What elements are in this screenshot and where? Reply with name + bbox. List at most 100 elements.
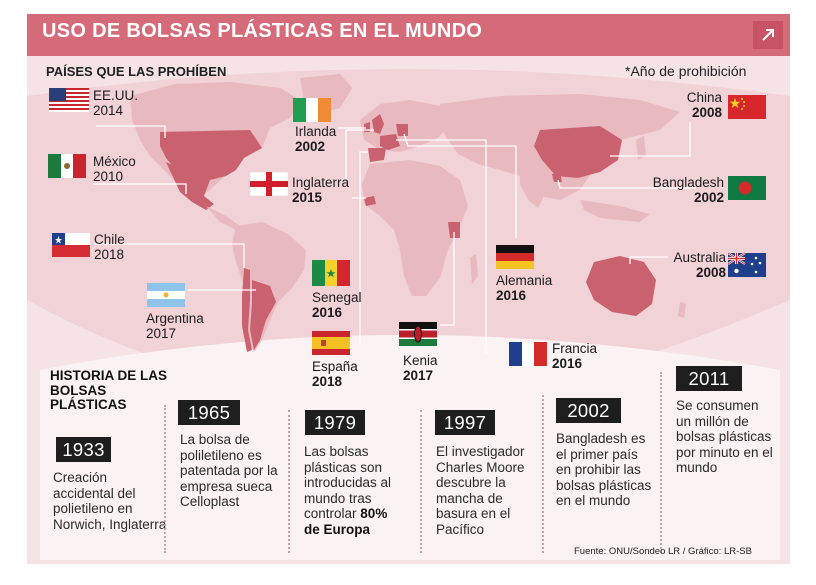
country-name: Senegal (312, 290, 362, 305)
timeline-divider (164, 405, 166, 553)
event-text: El investigador Charles Moore descubre l… (436, 444, 525, 537)
label-usa: EE.UU. 2014 (93, 88, 138, 118)
label-china: China 2008 (684, 90, 722, 120)
country-name: China (686, 90, 722, 105)
label-senegal: Senegal 2016 (312, 290, 362, 320)
country-year: 2002 (693, 190, 724, 205)
country-year: 2008 (695, 265, 726, 280)
country-year: 2016 (496, 288, 527, 303)
country-year: 2014 (93, 103, 124, 118)
timeline-divider (420, 410, 422, 553)
land-usa (160, 130, 262, 180)
event-text-main: Las bolsas plásticas son introducidas al… (304, 444, 392, 521)
land-senegal (364, 196, 376, 206)
year-badge: 1965 (178, 400, 240, 425)
australia-flag-icon (728, 253, 766, 277)
country-name: Argentina (146, 311, 204, 326)
land-uk (372, 114, 384, 134)
land-india (520, 168, 548, 208)
usa-flag-icon (49, 88, 89, 112)
land-mexico (166, 162, 214, 210)
year-badge: 1979 (305, 410, 365, 435)
label-england: Inglaterra 2015 (292, 175, 349, 205)
arrow-up-right-icon (762, 29, 774, 41)
country-year: 2017 (146, 326, 177, 341)
china-flag-icon (728, 95, 766, 119)
argentina-flag-icon (147, 283, 185, 307)
label-chile: Chile 2018 (94, 232, 125, 262)
chile-flag-icon (52, 233, 90, 257)
label-argentina: Argentina 2017 (146, 311, 204, 341)
country-year: 2010 (93, 169, 124, 184)
country-year: 2016 (312, 305, 343, 320)
country-name: Alemania (496, 273, 553, 288)
country-name: EE.UU. (93, 88, 139, 103)
label-spain: España 2018 (312, 359, 358, 389)
leader-chile (94, 243, 245, 268)
map-subtitle: PAÍSES QUE LAS PROHÍBEN (46, 64, 227, 79)
land-argentina (250, 280, 276, 350)
land-madagascar (470, 254, 478, 284)
land-france (380, 134, 400, 150)
country-name: Chile (94, 232, 125, 247)
leader-usa (96, 125, 166, 138)
land-kenya (448, 222, 460, 238)
country-year: 2016 (552, 356, 583, 371)
leader-spain (359, 151, 368, 345)
land-bangladesh (552, 172, 562, 182)
spain-flag-icon (312, 331, 350, 355)
label-mexico: México 2010 (93, 154, 136, 184)
country-name: Kenia (403, 353, 438, 368)
leader-china (610, 122, 691, 157)
land-china (534, 126, 622, 178)
country-name: Francia (552, 341, 598, 356)
page-title: USO DE BOLSAS PLÁSTICAS EN EL MUNDO (42, 20, 483, 42)
country-name: Australia (673, 250, 726, 265)
land-southeast-asia (580, 200, 650, 222)
land-africa (362, 160, 468, 296)
title-bar (27, 14, 790, 56)
history-title: HISTORIA DE LAS BOLSAS PLÁSTICAS (50, 368, 168, 412)
ireland-flag-icon (293, 98, 331, 122)
land-australia (586, 256, 656, 316)
event-text: Bangladesh es el primer país en prohibir… (556, 431, 652, 508)
land-germany (396, 124, 408, 136)
label-france: Francia 2016 (552, 341, 597, 371)
land-new-zealand (678, 302, 686, 318)
year-note: *Año de prohibición (625, 63, 747, 79)
land-central-america (206, 206, 240, 230)
event-text: La bolsa de poliletileno es patentada po… (180, 432, 278, 509)
senegal-flag-icon (312, 260, 350, 286)
mexico-flag-icon (48, 154, 86, 178)
event-text: Creación accidental del polietileno en N… (53, 470, 167, 532)
year-badge: 1933 (56, 437, 111, 462)
label-bangladesh: Bangladesh 2002 (648, 175, 724, 205)
timeline-divider (660, 372, 662, 553)
year-badge: 2011 (676, 366, 742, 391)
label-australia: Australia 2008 (668, 250, 726, 280)
country-name: Bangladesh (652, 175, 724, 190)
leader-england (335, 129, 374, 181)
leader-france (396, 139, 487, 354)
kenya-flag-icon (399, 322, 437, 346)
year-badge: 2002 (556, 398, 621, 423)
france-flag-icon (509, 342, 547, 366)
leader-mexico (93, 183, 187, 194)
bangladesh-flag-icon (728, 176, 766, 200)
leader-lines (93, 122, 696, 354)
event-text: Se consumen un millón de bolsas plástica… (676, 398, 773, 475)
share-button[interactable] (753, 21, 783, 49)
leader-australia (629, 256, 668, 264)
label-germany: Alemania 2016 (496, 273, 552, 303)
england-flag-icon (250, 172, 288, 196)
country-year: 2018 (94, 247, 125, 262)
timeline-divider (288, 410, 290, 553)
leader-bangladesh (557, 179, 696, 189)
land-japan (636, 136, 646, 160)
country-name: España (312, 359, 358, 374)
country-name: Inglaterra (292, 175, 350, 190)
leader-kenya (440, 232, 455, 326)
country-year: 2002 (295, 139, 326, 154)
country-year: 2008 (691, 105, 722, 120)
